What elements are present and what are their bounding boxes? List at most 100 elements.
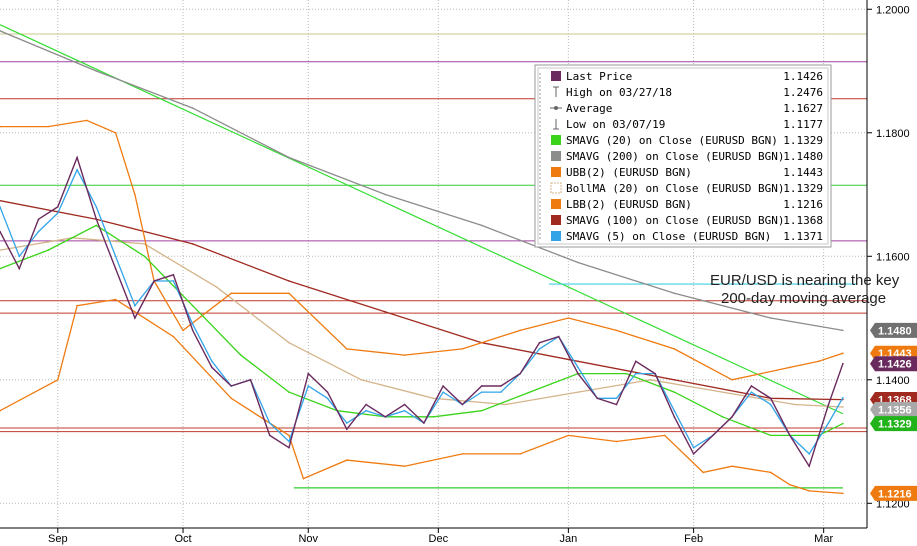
data-point xyxy=(230,292,232,295)
data-point xyxy=(654,372,656,375)
downtrend-line xyxy=(0,24,844,415)
data-point xyxy=(760,372,762,375)
data-point xyxy=(191,323,194,326)
data-point xyxy=(0,249,1,251)
data-point xyxy=(461,453,464,455)
data-point xyxy=(635,360,637,363)
legend-label: UBB(2) (EURUSD BGN) xyxy=(566,166,692,179)
data-point xyxy=(47,125,49,128)
data-point xyxy=(577,261,579,264)
legend-avg-marker xyxy=(554,106,558,110)
data-point xyxy=(76,169,78,171)
trend-lines xyxy=(0,24,858,489)
data-point xyxy=(567,434,570,437)
data-point xyxy=(0,230,1,233)
legend-value: 1.1443 xyxy=(783,166,823,179)
x-tick-label: Sep xyxy=(48,533,68,545)
data-point xyxy=(288,434,290,437)
data-point xyxy=(702,471,705,474)
data-point xyxy=(769,403,772,406)
data-point xyxy=(346,348,348,350)
data-point xyxy=(182,329,184,332)
data-point xyxy=(346,459,348,461)
data-point xyxy=(288,292,290,295)
data-point xyxy=(750,391,753,393)
data-point xyxy=(0,199,1,202)
data-point xyxy=(268,422,271,424)
data-point xyxy=(769,471,772,474)
price-badge-label: 1.1216 xyxy=(878,488,912,500)
data-point xyxy=(842,406,844,408)
legend-label: Average xyxy=(566,102,612,115)
legend-value: 1.1177 xyxy=(783,118,823,131)
data-point xyxy=(769,397,772,400)
x-tick-label: Oct xyxy=(174,533,191,545)
data-point xyxy=(47,249,49,251)
data-point xyxy=(721,416,724,418)
data-point xyxy=(403,354,406,356)
legend-label: SMAVG (100) on Close (EURUSD BGN) xyxy=(566,214,785,227)
legend-label: Last Price xyxy=(566,70,632,83)
x-tick-label: Jan xyxy=(559,533,577,545)
data-point xyxy=(288,440,290,443)
data-point xyxy=(211,360,213,363)
data-point xyxy=(191,107,194,109)
data-point xyxy=(230,385,232,387)
data-point xyxy=(365,403,367,406)
data-point xyxy=(567,317,570,319)
data-point xyxy=(230,397,232,400)
data-point xyxy=(615,403,618,406)
data-point xyxy=(673,378,676,381)
data-point xyxy=(789,366,791,369)
data-point xyxy=(692,446,695,449)
legend-label: Low on 03/07/19 xyxy=(566,118,665,131)
data-point xyxy=(288,391,290,393)
data-point xyxy=(673,409,676,412)
data-point xyxy=(577,372,579,375)
data-point xyxy=(461,403,464,406)
data-point xyxy=(172,280,175,282)
data-point xyxy=(519,329,521,332)
data-point xyxy=(307,372,310,375)
data-point xyxy=(360,378,363,381)
data-point xyxy=(842,396,844,399)
legend-value: 1.1368 xyxy=(783,214,823,227)
legend-value: 1.2476 xyxy=(783,86,823,99)
data-point xyxy=(842,362,844,365)
series-smavg-100- xyxy=(0,200,843,401)
data-point xyxy=(114,131,117,134)
data-point xyxy=(57,212,59,214)
data-point xyxy=(769,317,772,319)
data-point xyxy=(57,378,59,381)
annotation-line: 200-day moving average xyxy=(721,290,886,307)
data-point xyxy=(769,434,772,437)
data-point xyxy=(268,434,271,437)
data-point xyxy=(403,403,406,406)
data-point xyxy=(288,280,290,282)
data-point xyxy=(789,483,791,486)
data-point xyxy=(504,403,507,406)
data-point xyxy=(211,366,213,369)
data-point xyxy=(114,298,117,301)
data-point xyxy=(0,206,1,208)
legend-swatch xyxy=(551,135,561,145)
data-point xyxy=(557,335,560,338)
data-point xyxy=(842,329,844,332)
data-point xyxy=(731,378,733,381)
data-point xyxy=(191,304,194,307)
data-point xyxy=(288,341,290,344)
legend-value: 1.1480 xyxy=(783,150,823,163)
legend-inner xyxy=(537,67,829,245)
data-point xyxy=(95,70,98,72)
data-point xyxy=(673,348,676,350)
data-point xyxy=(731,416,733,418)
legend-swatch xyxy=(551,71,561,81)
data-point xyxy=(615,329,618,332)
price-badge xyxy=(870,402,917,418)
legend-label: High on 03/27/18 xyxy=(566,86,672,99)
legend-swatch xyxy=(550,182,562,194)
legend-value: 1.1627 xyxy=(783,102,823,115)
price-badge xyxy=(870,322,917,338)
price-badge-label: 1.1480 xyxy=(878,325,912,337)
